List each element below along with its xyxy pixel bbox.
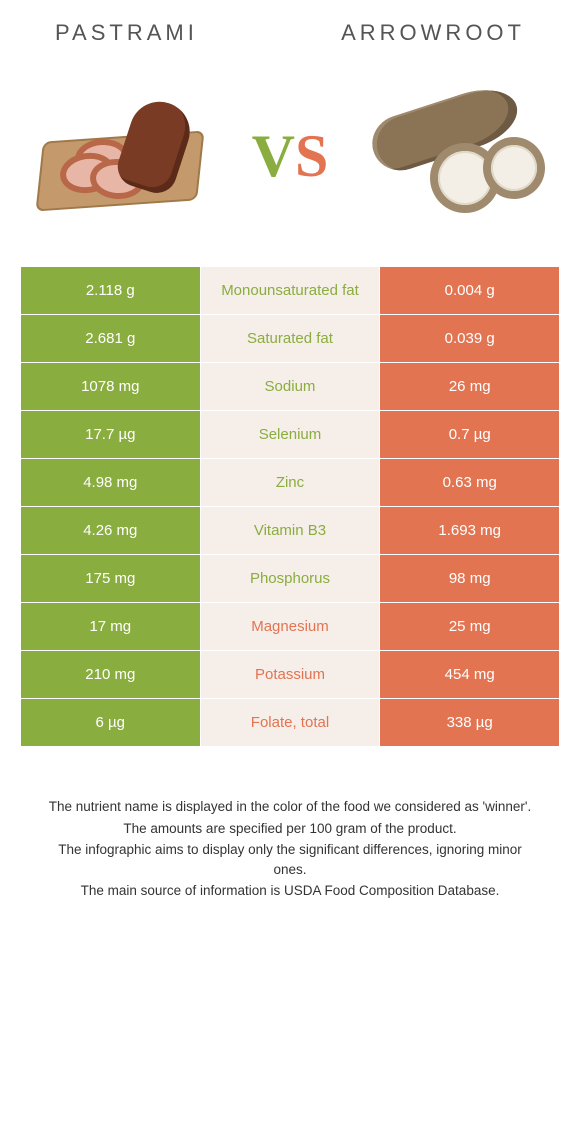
nutrient-label-cell: Zinc xyxy=(200,459,380,507)
right-value-cell: 26 mg xyxy=(380,363,560,411)
table-row: 17.7 µgSelenium0.7 µg xyxy=(21,411,560,459)
footnote-line: The infographic aims to display only the… xyxy=(40,840,540,879)
footnotes: The nutrient name is displayed in the co… xyxy=(40,797,540,901)
nutrient-label-cell: Potassium xyxy=(200,651,380,699)
right-value-cell: 0.004 g xyxy=(380,267,560,315)
nutrient-label-cell: Selenium xyxy=(200,411,380,459)
table-row: 2.681 gSaturated fat0.039 g xyxy=(21,315,560,363)
left-food-title: Pastrami xyxy=(55,20,198,46)
left-value-cell: 4.26 mg xyxy=(21,507,201,555)
nutrient-label-cell: Monounsaturated fat xyxy=(200,267,380,315)
footnote-line: The amounts are specified per 100 gram o… xyxy=(40,819,540,839)
left-value-cell: 210 mg xyxy=(21,651,201,699)
right-value-cell: 0.63 mg xyxy=(380,459,560,507)
right-food-image xyxy=(355,86,555,226)
left-value-cell: 17.7 µg xyxy=(21,411,201,459)
nutrient-label-cell: Phosphorus xyxy=(200,555,380,603)
vs-label: VS xyxy=(252,122,329,191)
nutrient-label-cell: Magnesium xyxy=(200,603,380,651)
table-row: 6 µgFolate, total338 µg xyxy=(21,699,560,747)
right-value-cell: 454 mg xyxy=(380,651,560,699)
right-food-title: Arrowroot xyxy=(341,20,525,46)
left-value-cell: 2.118 g xyxy=(21,267,201,315)
table-row: 175 mgPhosphorus98 mg xyxy=(21,555,560,603)
table-row: 1078 mgSodium26 mg xyxy=(21,363,560,411)
left-value-cell: 1078 mg xyxy=(21,363,201,411)
comparison-table: 2.118 gMonounsaturated fat0.004 g2.681 g… xyxy=(20,266,560,747)
left-value-cell: 2.681 g xyxy=(21,315,201,363)
nutrient-label-cell: Folate, total xyxy=(200,699,380,747)
left-value-cell: 175 mg xyxy=(21,555,201,603)
left-value-cell: 6 µg xyxy=(21,699,201,747)
nutrient-label-cell: Saturated fat xyxy=(200,315,380,363)
pastrami-illustration xyxy=(40,101,210,211)
arrowroot-illustration xyxy=(360,91,550,221)
nutrient-label-cell: Sodium xyxy=(200,363,380,411)
vs-v-letter: V xyxy=(252,123,295,189)
right-value-cell: 0.7 µg xyxy=(380,411,560,459)
footnote-line: The main source of information is USDA F… xyxy=(40,881,540,901)
right-value-cell: 338 µg xyxy=(380,699,560,747)
footnote-line: The nutrient name is displayed in the co… xyxy=(40,797,540,817)
images-row: VS xyxy=(0,56,580,266)
vs-s-letter: S xyxy=(295,123,328,189)
table-row: 17 mgMagnesium25 mg xyxy=(21,603,560,651)
nutrient-label-cell: Vitamin B3 xyxy=(200,507,380,555)
table-row: 210 mgPotassium454 mg xyxy=(21,651,560,699)
left-value-cell: 17 mg xyxy=(21,603,201,651)
header-row: Pastrami Arrowroot xyxy=(0,0,580,56)
table-row: 4.98 mgZinc0.63 mg xyxy=(21,459,560,507)
right-value-cell: 1.693 mg xyxy=(380,507,560,555)
right-value-cell: 0.039 g xyxy=(380,315,560,363)
right-value-cell: 25 mg xyxy=(380,603,560,651)
left-value-cell: 4.98 mg xyxy=(21,459,201,507)
right-value-cell: 98 mg xyxy=(380,555,560,603)
left-food-image xyxy=(25,86,225,226)
table-row: 2.118 gMonounsaturated fat0.004 g xyxy=(21,267,560,315)
table-row: 4.26 mgVitamin B31.693 mg xyxy=(21,507,560,555)
